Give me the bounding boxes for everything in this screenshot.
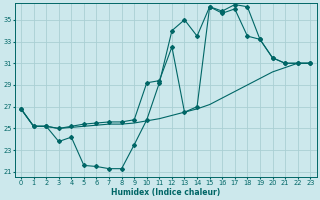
X-axis label: Humidex (Indice chaleur): Humidex (Indice chaleur) xyxy=(111,188,220,197)
